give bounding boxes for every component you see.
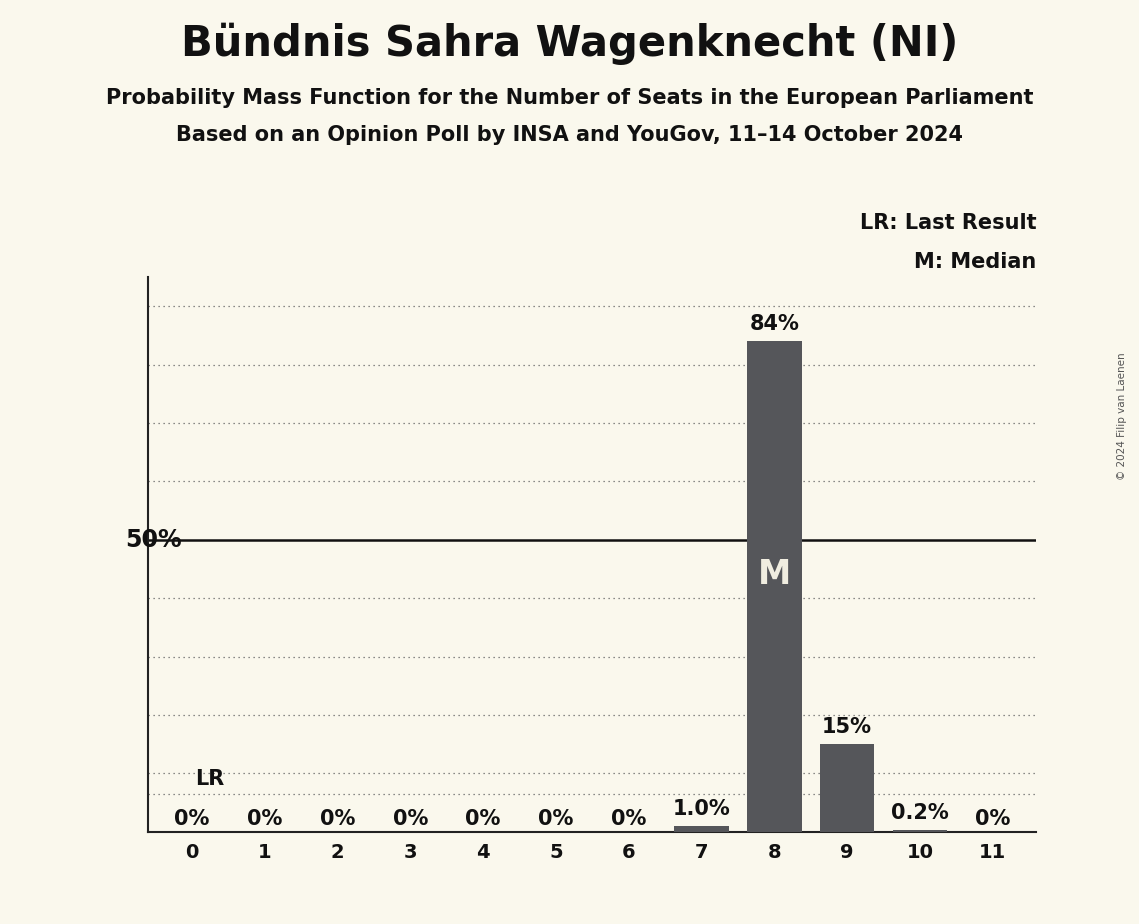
- Text: © 2024 Filip van Laenen: © 2024 Filip van Laenen: [1117, 352, 1126, 480]
- Text: LR: LR: [196, 769, 224, 789]
- Bar: [820, 744, 875, 832]
- Bar: [674, 826, 729, 832]
- Text: 84%: 84%: [749, 314, 800, 334]
- Text: 1.0%: 1.0%: [673, 798, 730, 819]
- Text: 0%: 0%: [174, 808, 210, 829]
- Text: 0%: 0%: [247, 808, 282, 829]
- Bar: [747, 341, 802, 832]
- Text: Probability Mass Function for the Number of Seats in the European Parliament: Probability Mass Function for the Number…: [106, 88, 1033, 108]
- Text: 0%: 0%: [611, 808, 646, 829]
- Text: 0%: 0%: [320, 808, 355, 829]
- Text: 0%: 0%: [975, 808, 1010, 829]
- Text: 15%: 15%: [822, 717, 872, 737]
- Text: 0.2%: 0.2%: [891, 804, 949, 823]
- Text: Based on an Opinion Poll by INSA and YouGov, 11–14 October 2024: Based on an Opinion Poll by INSA and You…: [177, 125, 962, 145]
- Text: 0%: 0%: [466, 808, 501, 829]
- Bar: [893, 831, 948, 832]
- Text: M: M: [757, 558, 790, 591]
- Text: 0%: 0%: [539, 808, 574, 829]
- Text: Bündnis Sahra Wagenknecht (NI): Bündnis Sahra Wagenknecht (NI): [181, 23, 958, 66]
- Text: 50%: 50%: [125, 528, 181, 552]
- Text: M: Median: M: Median: [915, 251, 1036, 272]
- Text: 0%: 0%: [393, 808, 428, 829]
- Text: LR: Last Result: LR: Last Result: [860, 213, 1036, 233]
